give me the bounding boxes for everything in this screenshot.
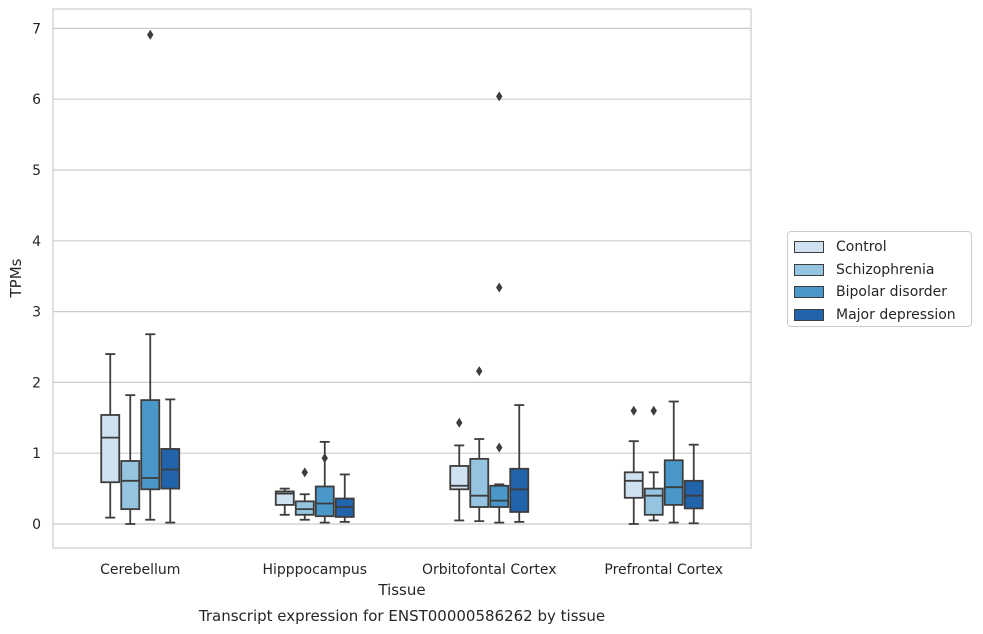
y-axis-label: TPMs bbox=[7, 258, 25, 298]
box-iqr bbox=[100, 414, 121, 484]
box-iqr bbox=[489, 484, 510, 508]
outlier-point bbox=[496, 282, 503, 293]
chart-caption: Transcript expression for ENST0000058626… bbox=[198, 607, 605, 625]
y-tick-label: 4 bbox=[32, 234, 41, 250]
legend-item: Bipolar disorder bbox=[794, 281, 971, 304]
box-1-0 bbox=[120, 394, 141, 525]
box-2-1 bbox=[314, 440, 335, 524]
y-tick-label: 6 bbox=[32, 92, 41, 108]
legend-label: Schizophrenia bbox=[836, 261, 935, 278]
box-iqr bbox=[509, 467, 530, 513]
box-3-3 bbox=[683, 443, 704, 525]
y-tick-label: 1 bbox=[32, 446, 41, 462]
box-3-0 bbox=[160, 398, 181, 524]
legend-swatch bbox=[794, 286, 824, 299]
legend-label: Bipolar disorder bbox=[836, 284, 948, 301]
box-iqr bbox=[623, 471, 644, 499]
outlier-point bbox=[147, 29, 154, 40]
boxes bbox=[100, 29, 704, 525]
x-axis-label: Tissue bbox=[377, 581, 425, 599]
legend-label: Major depression bbox=[836, 306, 956, 323]
box-iqr bbox=[683, 479, 704, 510]
box-iqr bbox=[314, 485, 335, 518]
box-0-0 bbox=[100, 353, 121, 519]
box-2-0 bbox=[140, 29, 161, 521]
legend-item: Control bbox=[794, 236, 971, 259]
legend-label: Control bbox=[836, 239, 887, 256]
y-tick-labels: 0 1 2 3 4 5 6 7 bbox=[32, 21, 41, 533]
outlier-point bbox=[630, 405, 637, 416]
legend-swatch bbox=[794, 308, 824, 321]
box-2-3 bbox=[663, 400, 684, 524]
box-iqr bbox=[643, 487, 664, 516]
box-iqr bbox=[469, 457, 490, 508]
x-tick-labels: Cerebellum Hipppocampus Orbitofontal Corte… bbox=[100, 562, 723, 578]
box-iqr bbox=[449, 465, 470, 491]
outlier-point bbox=[456, 417, 463, 428]
legend-swatch bbox=[794, 241, 824, 254]
box-0-3 bbox=[623, 405, 644, 525]
box-0-2 bbox=[449, 417, 470, 522]
outlier-point bbox=[301, 467, 308, 478]
x-tick-label: Orbitofontal Cortex bbox=[422, 562, 557, 578]
box-iqr bbox=[140, 399, 161, 491]
legend-swatch bbox=[794, 263, 824, 276]
outlier-point bbox=[496, 91, 503, 102]
y-tick-label: 2 bbox=[32, 375, 41, 391]
legend: Control Schizophrenia Bipolar disorder Majo… bbox=[787, 231, 972, 327]
outlier-point bbox=[476, 366, 483, 377]
y-tick-label: 5 bbox=[32, 163, 41, 179]
outlier-point bbox=[650, 405, 657, 416]
box-3-1 bbox=[334, 473, 355, 523]
box-3-2 bbox=[509, 404, 530, 523]
box-iqr bbox=[274, 490, 295, 506]
box-0-1 bbox=[274, 487, 295, 516]
y-tick-label: 0 bbox=[32, 517, 41, 533]
legend-item: Major depression bbox=[794, 304, 971, 327]
plot-frame bbox=[52, 8, 752, 549]
outlier-point bbox=[496, 442, 503, 453]
y-tick-label: 3 bbox=[32, 305, 41, 321]
box-iqr bbox=[120, 460, 141, 511]
x-tick-label: Cerebellum bbox=[100, 562, 180, 578]
box-1-2 bbox=[469, 366, 490, 523]
legend-item: Schizophrenia bbox=[794, 259, 971, 282]
x-tick-label: Prefrontal Cortex bbox=[604, 562, 723, 578]
box-iqr bbox=[663, 459, 684, 506]
box-1-1 bbox=[294, 467, 315, 521]
y-tick-label: 7 bbox=[32, 21, 41, 37]
outlier-point bbox=[321, 453, 328, 464]
x-tick-label: Hipppocampus bbox=[262, 562, 367, 578]
box-1-3 bbox=[643, 405, 664, 522]
box-iqr bbox=[294, 500, 315, 516]
box-2-2 bbox=[489, 91, 510, 524]
